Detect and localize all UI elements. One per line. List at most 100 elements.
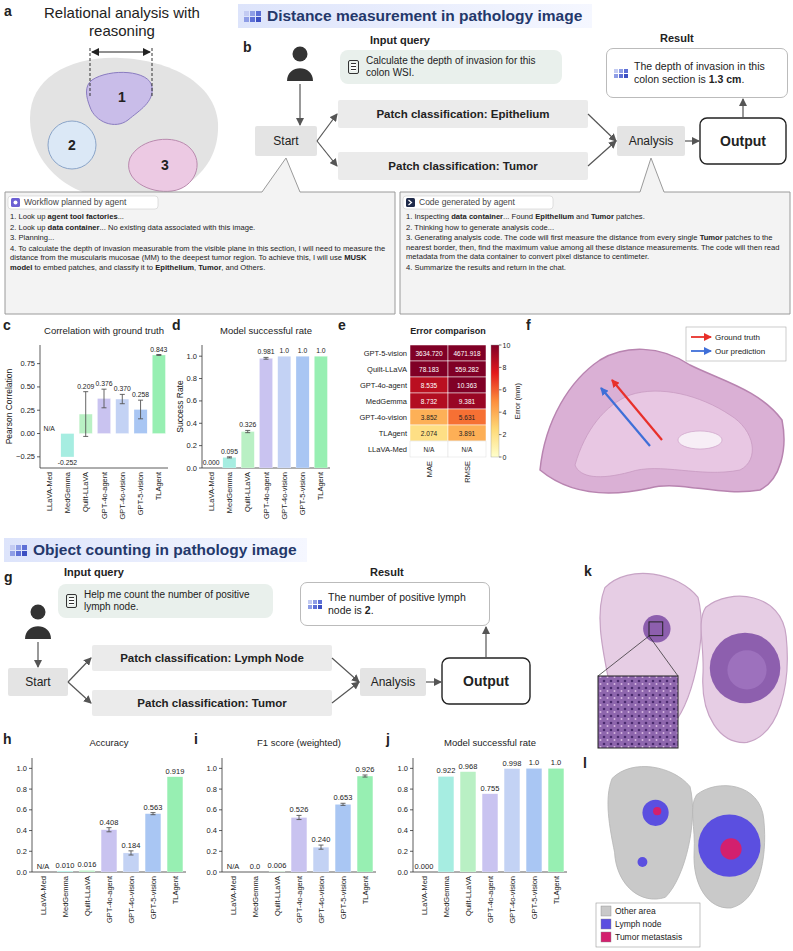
result-text: The number of positive lymph node is 2. bbox=[328, 591, 482, 617]
colorbar-tick-label: 8 bbox=[503, 364, 507, 371]
tumor-region bbox=[653, 807, 661, 815]
data-label: 0.563 bbox=[144, 803, 163, 812]
node-label: Analysis bbox=[629, 134, 674, 148]
callout-item: 3. Generating analysis code. The code wi… bbox=[406, 233, 784, 262]
user-head bbox=[31, 605, 46, 620]
x-tick-label: TLAgent bbox=[552, 875, 561, 904]
lymph-node-region bbox=[638, 857, 648, 867]
heat-cell bbox=[448, 377, 486, 393]
x-tick-label: GPT-5-vision bbox=[339, 876, 348, 919]
data-label: 0.998 bbox=[503, 759, 522, 768]
input-label: Input query bbox=[64, 566, 124, 578]
heat-cell bbox=[448, 425, 486, 441]
cell-label: 5.631 bbox=[459, 414, 476, 421]
x-tick-label: GPT-4o-vision bbox=[280, 472, 289, 520]
flow-node bbox=[360, 668, 426, 696]
callout-header-bg bbox=[403, 196, 553, 209]
zoom-line bbox=[598, 636, 649, 676]
zoom-inset bbox=[598, 676, 678, 748]
flow-node bbox=[617, 126, 685, 156]
y-tick bbox=[29, 851, 32, 852]
data-label: 0.326 bbox=[239, 421, 256, 428]
error-bar bbox=[227, 457, 232, 458]
node-label: Start bbox=[25, 675, 51, 689]
callout-item: 4. Summarize the results and return in t… bbox=[406, 263, 784, 273]
colorbar-title: Error (mm) bbox=[513, 382, 522, 419]
region-shape bbox=[48, 121, 96, 169]
connector bbox=[332, 682, 359, 703]
tick-label: 0.4 bbox=[398, 826, 408, 835]
callout-box bbox=[5, 158, 395, 314]
node-label: Patch classification: Tumor bbox=[137, 697, 287, 709]
data-label: 0.408 bbox=[100, 818, 119, 827]
error-bar bbox=[319, 845, 324, 849]
tick-label: 0.6 bbox=[17, 805, 27, 814]
bar-marks bbox=[269, 775, 373, 872]
legend-box bbox=[686, 327, 786, 361]
tick-label: 1.0 bbox=[187, 352, 197, 361]
icon-cell bbox=[256, 11, 261, 16]
bar bbox=[313, 847, 329, 872]
header-icon-chevron bbox=[409, 200, 412, 205]
bar-marks bbox=[61, 355, 166, 458]
x-tick-label: GPT-5-vision bbox=[530, 876, 539, 919]
tick-label: 0.4 bbox=[187, 419, 197, 428]
tick-label: 0.8 bbox=[17, 785, 27, 794]
tissue-inner bbox=[575, 391, 752, 477]
icon-cell bbox=[16, 545, 21, 550]
tick-label: 0.4 bbox=[17, 826, 27, 835]
tick-label: 0.8 bbox=[398, 785, 408, 794]
user-body bbox=[25, 626, 51, 639]
data-label: N/A bbox=[37, 862, 50, 871]
cell-label: N/A bbox=[424, 446, 436, 453]
result-box: The number of positive lymph node is 2. bbox=[300, 582, 490, 626]
text-run: agent tool factories bbox=[48, 212, 118, 221]
panel-letter: j bbox=[385, 731, 390, 747]
connector bbox=[426, 681, 441, 682]
icon-cell bbox=[256, 17, 261, 22]
tick-label: 0.0 bbox=[207, 868, 217, 877]
region-number: 2 bbox=[68, 137, 76, 153]
lymph-node-core bbox=[727, 650, 766, 689]
panel-letter: h bbox=[3, 731, 12, 747]
grid-icon bbox=[10, 545, 27, 556]
bar bbox=[460, 772, 476, 872]
data-label: 0.919 bbox=[166, 767, 185, 776]
lumen bbox=[678, 431, 722, 449]
text-run: The number of positive lymph node is bbox=[328, 591, 466, 616]
bar-chart: iF1 score (weighted)0.00.20.40.60.81.0N/… bbox=[194, 731, 376, 924]
x-tick-label: Quilt-LLaVA bbox=[464, 876, 473, 916]
node-label: Patch classification: Tumor bbox=[388, 160, 538, 172]
heat-cell bbox=[410, 441, 448, 457]
error-bar bbox=[107, 828, 112, 832]
colorbar-tick-label: 0 bbox=[503, 454, 507, 461]
legend-label: Tumor metastasis bbox=[615, 932, 682, 942]
icon-cell bbox=[244, 17, 249, 22]
icon-cell bbox=[250, 17, 255, 22]
x-tick-label: MedGemma bbox=[442, 875, 451, 917]
bar bbox=[123, 853, 139, 872]
flow-node bbox=[8, 668, 68, 696]
connector bbox=[317, 114, 337, 141]
y-tick bbox=[219, 768, 222, 769]
flow-node bbox=[338, 100, 588, 128]
data-label: 1.0 bbox=[551, 758, 561, 767]
connector bbox=[37, 642, 38, 667]
icon-cell bbox=[318, 605, 322, 609]
x-tick-label: TLAgent bbox=[171, 875, 180, 904]
chart-title: F1 score (weighted) bbox=[257, 737, 341, 748]
bar bbox=[548, 768, 564, 872]
text-run: ... Found bbox=[503, 212, 535, 221]
header-icon bbox=[11, 198, 20, 207]
y-axis bbox=[40, 345, 41, 468]
text-run: patches. bbox=[614, 212, 645, 221]
callout-item: 4. To calculate the depth of invasion me… bbox=[10, 244, 388, 273]
legend-label: Ground truth bbox=[715, 333, 760, 342]
y-tick bbox=[199, 400, 202, 401]
query-text: Calculate the depth of invasion for this… bbox=[366, 55, 554, 79]
row-label: GPT-4o-agent bbox=[360, 381, 408, 390]
tissue bbox=[701, 596, 787, 742]
panel-title: Relational analysis with reasoning bbox=[42, 4, 202, 40]
row-label: GPT-4o-vision bbox=[359, 413, 407, 422]
x-tick-label: Quilt-LLaVA bbox=[243, 472, 252, 512]
